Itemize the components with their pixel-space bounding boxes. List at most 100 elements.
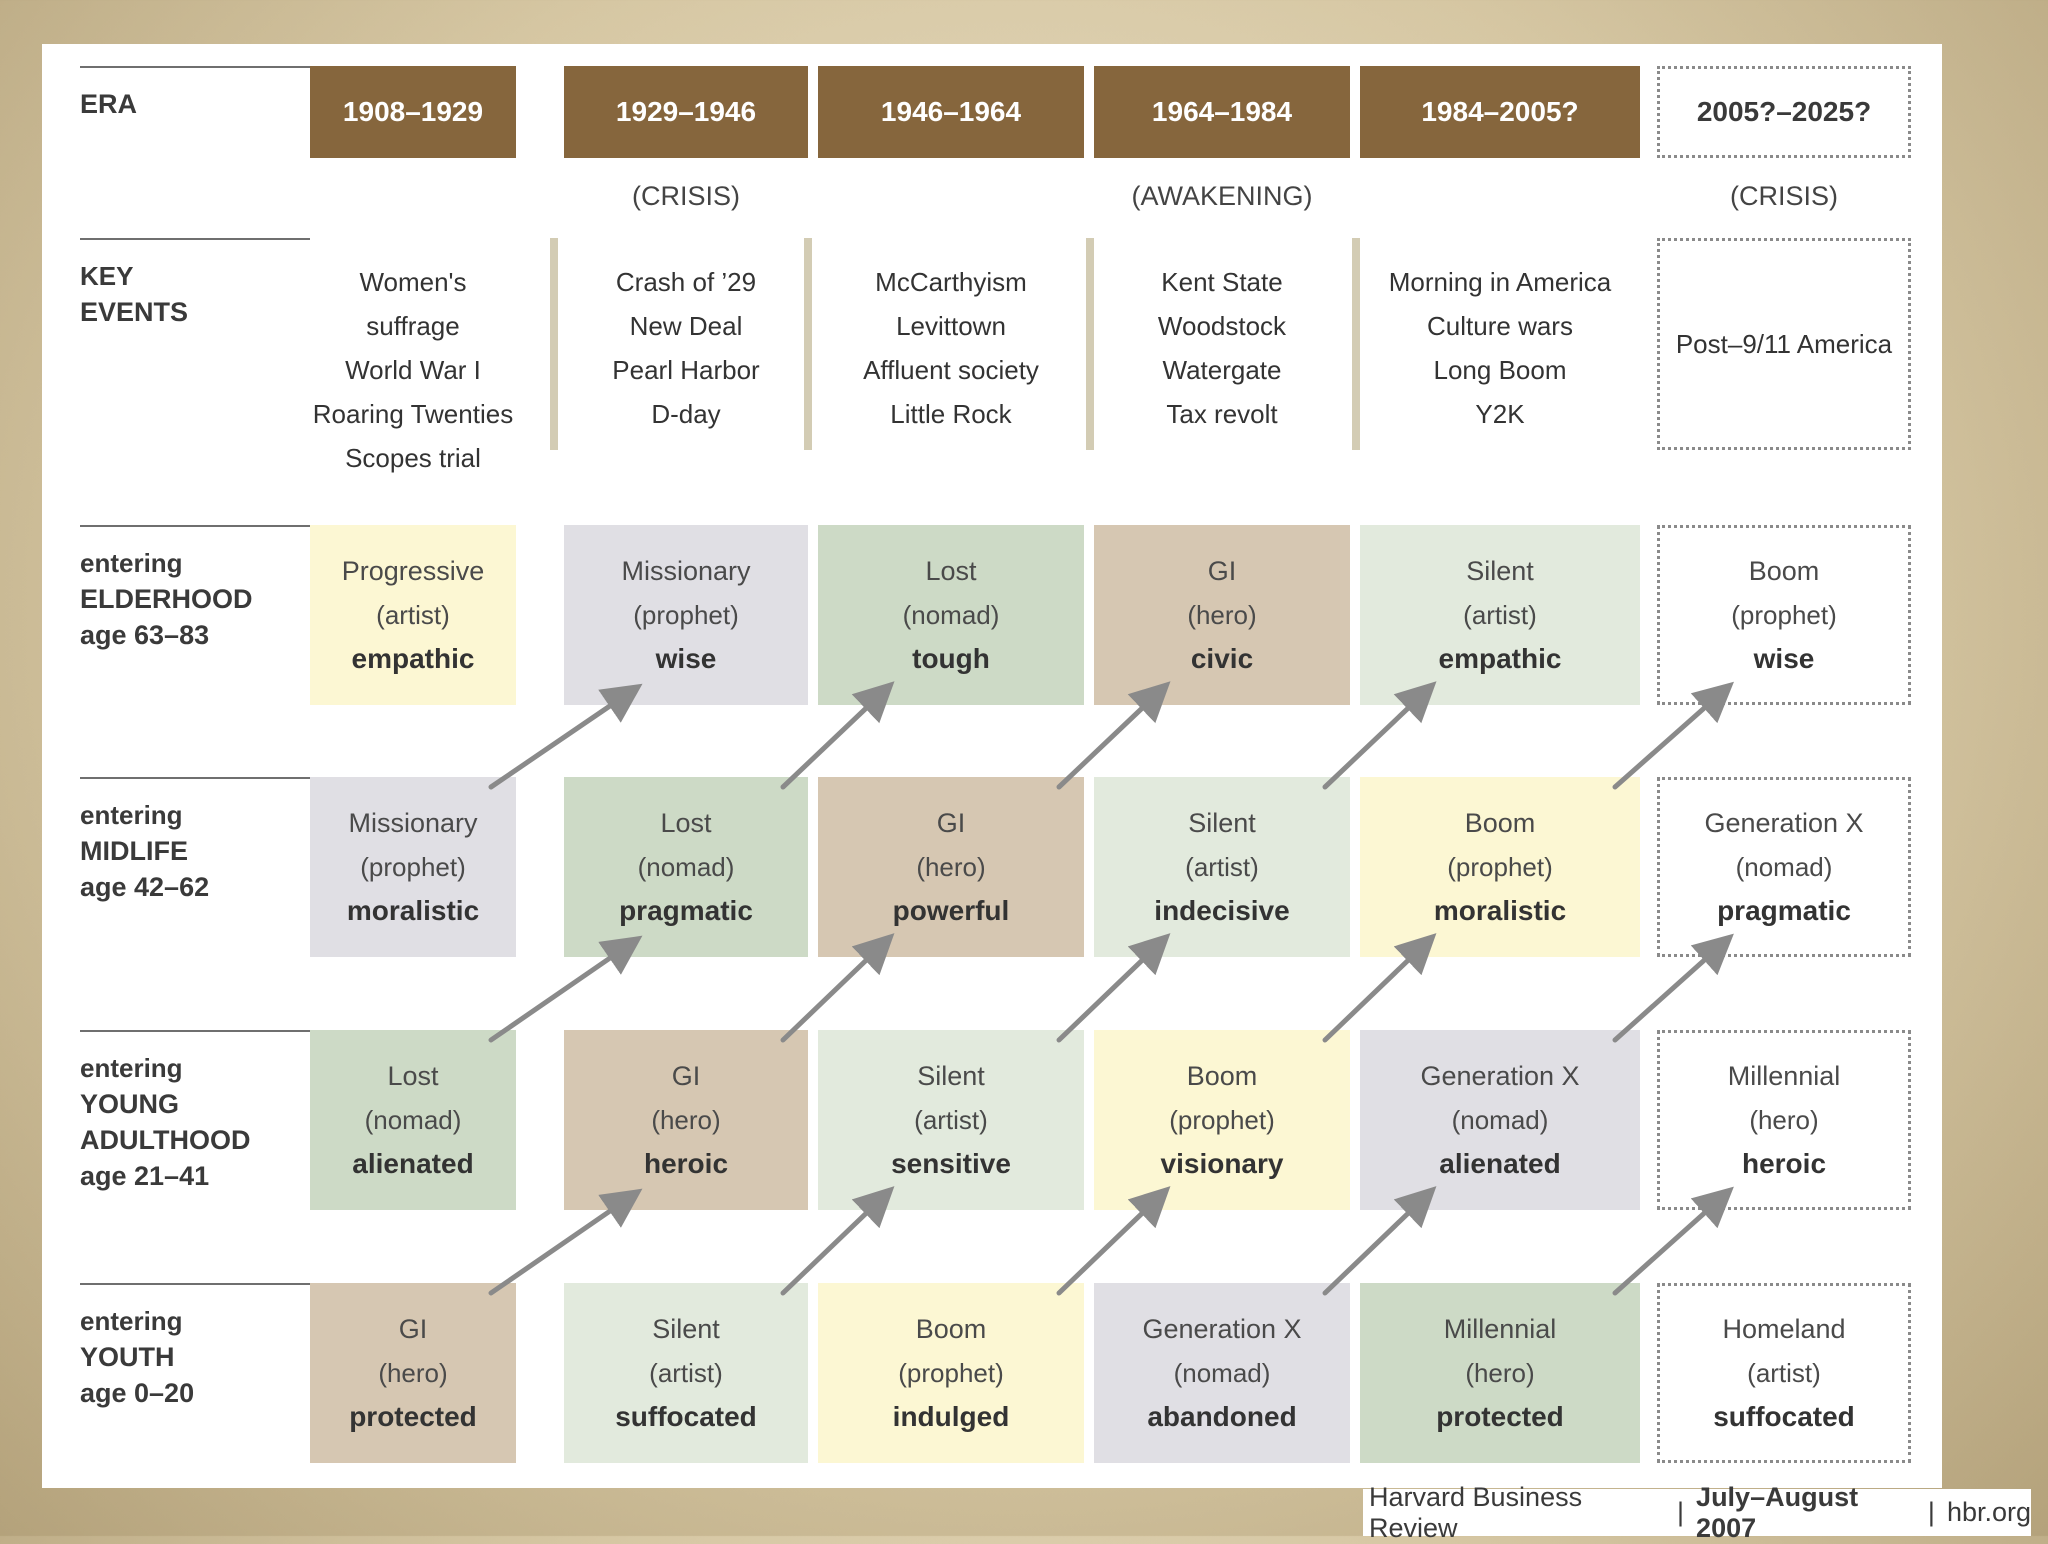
generation-cell: Missionary (prophet) moralistic	[310, 777, 516, 957]
row-header-line: ADULTHOOD	[80, 1125, 251, 1155]
key-event: Tax revolt	[1166, 399, 1278, 429]
generation-name: Lost	[925, 556, 977, 586]
generation-cell: Silent (artist) empathic	[1360, 525, 1640, 705]
key-events-separator	[550, 238, 558, 450]
generation-archetype: (prophet)	[1731, 600, 1837, 630]
generation-cell: Silent (artist) indecisive	[1094, 777, 1350, 957]
aging-arrow	[1612, 681, 1734, 790]
generation-name: Homeland	[1722, 1314, 1846, 1344]
era-turning-note	[818, 181, 1084, 221]
row-header-midlife: entering MIDLIFE age 42–62	[80, 777, 310, 905]
generation-archetype: (prophet)	[360, 852, 466, 882]
generation-trait: sensitive	[891, 1148, 1011, 1179]
row-header-young-adulthood: entering YOUNG ADULTHOOD age 21–41	[80, 1030, 310, 1194]
generation-archetype: (artist)	[1463, 600, 1537, 630]
row-header-key-events: KEY EVENTS	[80, 238, 310, 330]
generation-cell: Boom (prophet) wise	[1657, 525, 1911, 705]
key-event: New Deal	[629, 311, 743, 341]
generation-trait: pragmatic	[619, 895, 753, 926]
aging-arrow	[1612, 1186, 1734, 1296]
key-event: Long Boom	[1433, 355, 1567, 385]
generation-cell: GI (hero) heroic	[564, 1030, 808, 1210]
key-events-list: Post–9/11 America	[1657, 238, 1911, 450]
generations-chart-panel: ERA KEY EVENTS entering ELDERHOOD age 63–83 en…	[42, 44, 1942, 1488]
generation-trait: heroic	[643, 1148, 729, 1179]
era-turning-note: (AWAKENING)	[1131, 181, 1313, 211]
generation-trait: pragmatic	[1717, 895, 1851, 926]
key-event: D-day	[651, 399, 721, 429]
key-events-list: Kent State Woodstock Watergate Tax revolt	[1094, 260, 1350, 436]
source-credit: Harvard Business Review | July–August 20…	[1363, 1482, 2031, 1543]
generation-name: Silent	[917, 1061, 985, 1091]
generation-name: Boom	[1186, 1061, 1258, 1091]
key-event: Scopes trial	[345, 443, 481, 473]
generation-trait: powerful	[892, 895, 1010, 926]
row-header-line: entering	[80, 1306, 183, 1336]
generation-trait: alienated	[1439, 1148, 1561, 1179]
era-header: 1964–1984	[1094, 66, 1350, 158]
generation-cell: Generation X (nomad) abandoned	[1094, 1283, 1350, 1463]
era-header: 1929–1946	[564, 66, 808, 158]
generation-name: Progressive	[341, 556, 485, 586]
key-event: Woodstock	[1157, 311, 1287, 341]
aging-arrow	[488, 935, 643, 1043]
generation-archetype: (nomad)	[902, 600, 1000, 630]
generation-trait: protected	[349, 1401, 477, 1432]
generation-cell: Lost (nomad) tough	[818, 525, 1084, 705]
generation-name: GI	[671, 1061, 701, 1091]
key-event: Watergate	[1162, 355, 1282, 385]
credit-publication: Harvard Business Review	[1369, 1481, 1583, 1543]
row-header-line: KEY	[80, 261, 134, 291]
row-header-line: age 0–20	[80, 1378, 195, 1408]
aging-arrow	[780, 933, 895, 1043]
key-event: Little Rock	[890, 399, 1012, 429]
row-header-line: EVENTS	[80, 297, 189, 327]
generation-archetype: (artist)	[914, 1105, 988, 1135]
key-event: Kent State	[1161, 267, 1283, 297]
key-events-list: Crash of ’29 New Deal Pearl Harbor D-day	[564, 260, 808, 436]
key-event: Morning in America	[1388, 267, 1612, 297]
generation-trait: suffocated	[1713, 1401, 1855, 1432]
generation-archetype: (artist)	[1747, 1358, 1821, 1388]
generation-name: Boom	[1748, 556, 1820, 586]
generation-archetype: (nomad)	[364, 1105, 462, 1135]
aging-arrow	[1612, 933, 1734, 1043]
row-header-line: YOUNG	[80, 1089, 180, 1119]
generation-trait: civic	[1190, 643, 1254, 674]
generation-name: Silent	[652, 1314, 720, 1344]
generation-archetype: (nomad)	[1173, 1358, 1271, 1388]
row-header-era: ERA	[80, 66, 310, 122]
key-events-list: McCarthyism Levittown Affluent society Litt…	[818, 260, 1084, 436]
generation-name: Lost	[660, 808, 712, 838]
key-event: World War I	[345, 355, 481, 385]
row-header-line: entering	[80, 1053, 183, 1083]
generation-name: Lost	[387, 1061, 439, 1091]
era-header: 2005?–2025?	[1657, 66, 1911, 158]
generation-name: Generation X	[1704, 808, 1864, 838]
generation-trait: alienated	[352, 1148, 474, 1179]
aging-arrow	[488, 683, 643, 790]
key-event: Levittown	[896, 311, 1006, 341]
generation-trait: moralistic	[346, 895, 480, 926]
aging-arrow	[1322, 1186, 1437, 1296]
generation-cell: Missionary (prophet) wise	[564, 525, 808, 705]
generation-trait: wise	[1753, 643, 1815, 674]
row-header-youth: entering YOUTH age 0–20	[80, 1283, 310, 1411]
generation-archetype: (artist)	[1185, 852, 1259, 882]
era-header: 1908–1929	[310, 66, 516, 158]
era-turning-note	[1360, 181, 1640, 221]
era-turning-note	[310, 181, 516, 221]
generation-trait: empathic	[1438, 643, 1562, 674]
row-header-line: ERA	[80, 89, 138, 119]
generation-name: Millennial	[1727, 1061, 1841, 1091]
generation-archetype: (hero)	[916, 852, 986, 882]
key-event: Y2K	[1475, 399, 1525, 429]
generation-trait: moralistic	[1433, 895, 1567, 926]
generation-archetype: (nomad)	[1735, 852, 1833, 882]
generation-cell: GI (hero) civic	[1094, 525, 1350, 705]
aging-arrow	[1056, 933, 1171, 1043]
generation-cell: Generation X (nomad) pragmatic	[1657, 777, 1911, 957]
key-event: Post–9/11 America	[1675, 329, 1893, 359]
aging-arrow	[780, 681, 895, 790]
generation-trait: empathic	[351, 643, 475, 674]
